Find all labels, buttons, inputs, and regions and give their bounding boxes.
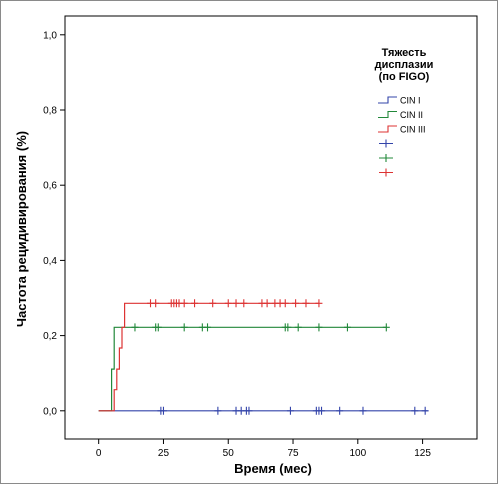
censor-mark — [382, 323, 390, 332]
y-axis: 0,0 0,2 0,4 0,6 0,8 1,0 — [43, 30, 65, 417]
censor-mark — [224, 299, 232, 308]
legend-label: CIN II — [400, 110, 423, 120]
x-tick-label: 50 — [223, 448, 235, 459]
legend-censor-symbol — [379, 139, 393, 148]
x-tick-label: 100 — [349, 448, 366, 459]
y-tick-label: 1,0 — [43, 30, 57, 41]
x-tick-label: 125 — [414, 448, 431, 459]
censor-mark — [292, 299, 300, 308]
x-tick-label: 75 — [287, 448, 299, 459]
censor-mark — [318, 406, 326, 415]
censor-mark — [359, 406, 367, 415]
y-tick-label: 0,0 — [43, 406, 57, 417]
censor-mark — [421, 406, 429, 415]
censor-mark — [180, 323, 188, 332]
censor-mark — [204, 323, 212, 332]
censor-mark — [284, 323, 292, 332]
legend-label: CIN III — [400, 125, 426, 135]
censor-mark — [152, 299, 160, 308]
censor-mark — [286, 406, 294, 415]
y-tick-label: 0,2 — [43, 331, 57, 342]
legend-censor-symbol — [379, 154, 393, 162]
legend-swatch — [378, 125, 397, 133]
y-tick-label: 0,6 — [43, 181, 57, 192]
x-tick-label: 0 — [96, 448, 102, 459]
legend-label: CIN I — [400, 96, 421, 106]
censor-mark — [214, 406, 222, 415]
x-axis: 0 25 50 75 100 125 — [96, 439, 431, 459]
censor-mark — [281, 299, 289, 308]
y-tick-label: 0,4 — [43, 256, 57, 267]
legend-title: дисплазии — [375, 59, 434, 71]
legend-title: Тяжесть — [382, 47, 427, 59]
legend-swatch — [378, 110, 397, 119]
censor-mark — [180, 299, 188, 308]
censor-mark — [315, 299, 323, 308]
x-axis-title: Время (мес) — [234, 461, 312, 476]
legend-title: (по FIGO) — [379, 71, 430, 83]
series-layer — [98, 299, 429, 415]
censor-mark — [315, 323, 323, 332]
censor-mark — [154, 323, 162, 332]
x-tick-label: 25 — [158, 448, 170, 459]
censor-mark — [159, 406, 167, 415]
y-axis-title: Частота рецидивирования (%) — [14, 131, 29, 327]
series-cin-iii — [98, 299, 323, 412]
series-cin-i — [98, 406, 429, 415]
legend-swatch — [378, 96, 397, 104]
censor-mark — [263, 299, 271, 308]
censor-mark — [336, 406, 344, 415]
series-line — [98, 302, 319, 412]
y-tick-label: 0,8 — [43, 106, 57, 117]
censor-mark — [294, 323, 302, 332]
censor-mark — [209, 299, 217, 308]
censor-mark — [131, 323, 139, 332]
censor-mark — [411, 406, 419, 415]
censor-mark — [302, 299, 310, 308]
plot-area — [64, 15, 478, 440]
censor-mark — [240, 299, 248, 308]
censor-mark — [343, 323, 351, 332]
censor-mark — [245, 406, 253, 415]
censor-mark — [191, 299, 199, 308]
legend-censor-symbol — [379, 168, 393, 177]
censor-mark — [232, 299, 240, 308]
